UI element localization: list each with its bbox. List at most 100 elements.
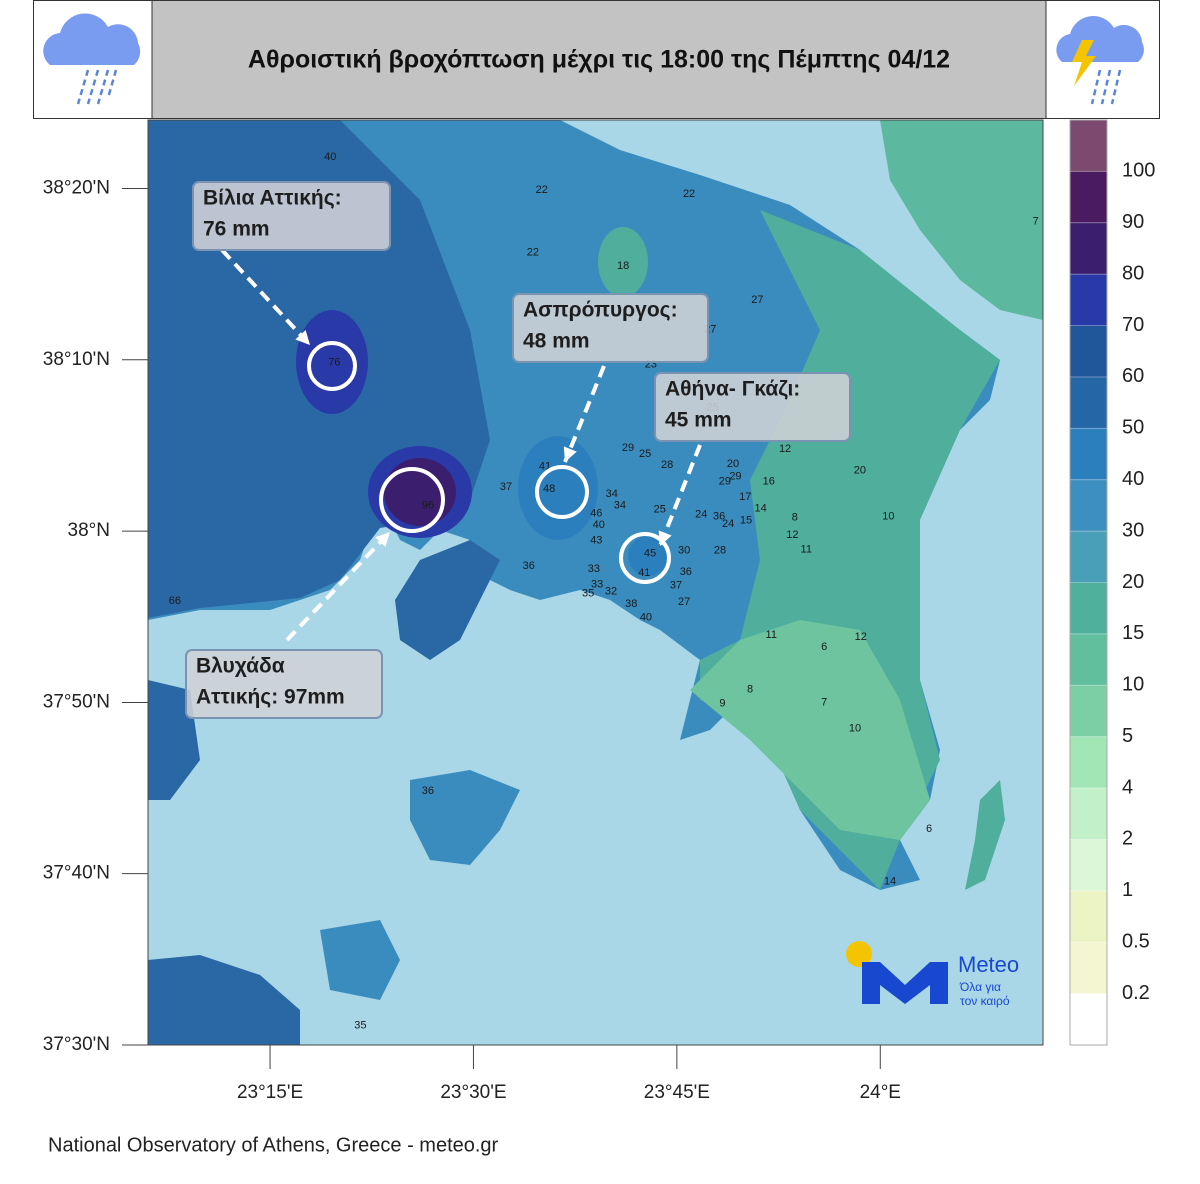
annotations: Βίλια Αττικής: 76 mm Ασπρόπυργος: 48 mm Αθήν… [185,181,851,719]
station-value: 30 [678,545,690,557]
footer: National Observatory of Athens, Greece -… [48,1134,499,1156]
colorbar-label: 20 [1122,571,1144,593]
colorbar-label: 2 [1122,828,1133,850]
station-value: 66 [169,595,181,607]
colorbar-band [1070,428,1107,480]
east-field-light [690,620,930,840]
station-value: 8 [747,683,753,695]
station-value: 36 [422,785,434,797]
islet [320,920,400,1000]
station-value: 41 [638,567,650,579]
station-value: 11 [766,629,777,641]
colorbar-label: 50 [1122,417,1144,439]
header-band [152,1,1046,118]
station-value: 15 [740,515,752,527]
colorbar-label: 5 [1122,725,1133,747]
station-value: 11 [801,544,812,556]
logo-name: Meteo [958,952,1019,977]
colorbar-label: 60 [1122,365,1144,387]
arrow [220,248,312,347]
station-value: 7 [821,697,827,709]
station-value: 36 [713,511,725,523]
logo-mark [862,962,948,1004]
arrow-head [375,532,390,547]
colorbar-label: 70 [1122,314,1144,336]
highlight-circle [535,465,589,519]
station-value: 35 [582,588,594,600]
euboea [880,120,1043,320]
y-tick-label: 37°30'N [43,1034,110,1055]
station-value: 40 [593,519,605,531]
y-tick-label: 37°50'N [43,691,110,712]
colorbar-band [1070,171,1107,223]
colorbar-label: 4 [1122,776,1133,798]
x-tick-label: 24°E [860,1082,901,1103]
annotation-text: Αθήνα- Γκάζι: [665,378,800,401]
station-value: 6 [926,823,932,835]
station-value: 34 [614,499,626,511]
highlight-circle [379,467,445,533]
station-value: 20 [854,464,866,476]
station-value: 28 [714,545,726,557]
rain-icon [43,13,141,105]
annotation-text: 45 mm [665,409,732,432]
station-value: 28 [661,459,673,471]
station-value: 37 [500,481,512,493]
station-value: 17 [739,491,751,503]
colorbar-band [1070,839,1107,891]
station-value: 29 [729,471,741,483]
station-value: 10 [882,511,894,523]
colorbar-label: 30 [1122,519,1144,541]
station-value: 36 [680,566,692,578]
x-tick-label: 23°30'E [440,1082,506,1103]
station-value: 22 [527,246,539,258]
station-value: 46 [590,508,602,520]
annotation-box [192,181,391,251]
logo-sun [846,941,872,967]
logo-tagline: τον καιρό [960,994,1010,1008]
station-value: 40 [640,611,652,623]
highlight-circle [619,532,671,584]
axes: 23°15'E 23°30'E 23°45'E 24°E 37°30'N 37°40'N 3… [43,178,901,1103]
station-value: 22 [536,184,548,196]
logo: Meteo Όλα για τον καιρό [846,941,1019,1008]
colorbar: 0.2 0.5 1 2 4 5 10 15 20 30 40 50 60 70 80 90 100 [1069,119,1155,1046]
annotation-text: Βλυχάδα [196,655,285,678]
makronisos [965,780,1005,890]
arrow-head [295,329,310,345]
colorbar-band [1070,274,1107,326]
colorbar-band [1070,788,1107,840]
annotation-text: 48 mm [523,330,590,353]
station-value: 27 [678,596,690,608]
colorbar-band [1070,736,1107,789]
station-value: 24 [722,518,734,530]
station-value: 35 [354,1019,366,1031]
colorbar-band [1070,633,1107,686]
colorbar-label: 0.2 [1122,982,1150,1004]
colorbar-label: 80 [1122,262,1144,284]
annotation-text: Ασπρόπυργος: [523,299,678,322]
station-value: 33 [591,578,603,590]
stations: 4022222218272776232529252820292916171220… [169,151,1039,1031]
logo-tagline: Όλα για [959,980,1001,994]
annotation-text: Βίλια Αττικής: [203,187,342,210]
station-value: 14 [884,875,896,887]
title: Αθροιστική βροχόπτωση μέχρι τις 18:00 τη… [248,46,950,74]
field-blob [628,536,668,576]
station-value: 12 [855,631,867,643]
map-frame [147,119,1044,1046]
salamis [395,540,500,660]
station-value: 40 [324,151,336,163]
colorbar-band [1070,479,1107,532]
station-value: 25 [654,503,666,515]
station-value: 25 [639,448,651,460]
colorbar-label: 10 [1122,674,1144,696]
aegina [410,770,520,865]
colorbar-label: 1 [1122,879,1133,901]
y-tick-label: 38°20'N [43,178,110,199]
colorbar-label: 90 [1122,211,1144,233]
station-value: 48 [543,483,555,495]
annotation-text: 76 mm [203,218,270,241]
station-value: 22 [683,188,695,200]
